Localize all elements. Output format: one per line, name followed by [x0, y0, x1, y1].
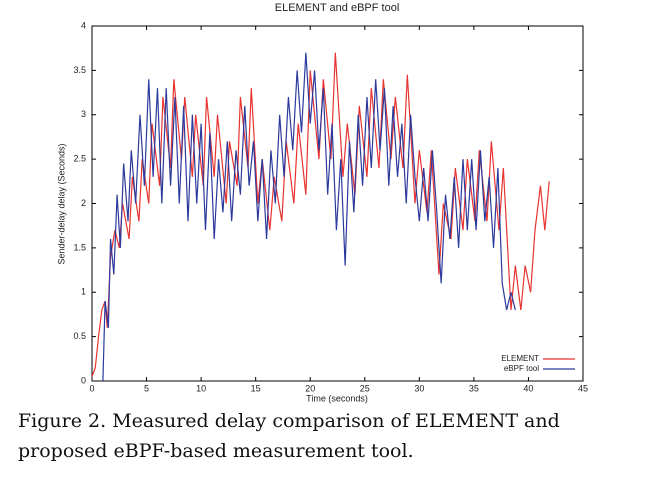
caption-line: proposed eBPF-based measurement tool.	[18, 440, 414, 462]
y-tick-label: 0.5	[73, 331, 86, 341]
y-tick-label: 0	[81, 375, 86, 385]
x-tick-label: 40	[523, 383, 533, 393]
x-tick-label: 5	[144, 383, 149, 393]
y-tick-label: 2.5	[73, 154, 86, 164]
legend-label: ELEMENT	[501, 354, 539, 363]
x-tick-label: 30	[414, 383, 424, 393]
y-tick-label: 3.5	[73, 65, 86, 75]
legend-label: eBPF tool	[504, 364, 539, 373]
y-axis-label: Sender-delay delay (Seconds)	[56, 143, 66, 264]
y-tick-label: 2	[81, 198, 86, 208]
x-tick-label: 10	[196, 383, 206, 393]
x-tick-label: 25	[360, 383, 370, 393]
chart-title: ELEMENT and eBPF tool	[275, 2, 400, 14]
y-tick-label: 4	[81, 20, 86, 30]
data-line	[102, 52, 516, 382]
y-tick-label: 3	[81, 109, 86, 119]
data-line	[91, 52, 550, 377]
x-tick-label: 20	[305, 383, 315, 393]
y-tick-label: 1.5	[73, 242, 86, 252]
x-tick-label: 35	[469, 383, 479, 393]
y-tick-label: 1	[81, 287, 86, 297]
x-axis-label: Time (seconds)	[306, 393, 368, 403]
caption-line: Figure 2. Measured delay comparison of E…	[18, 410, 560, 432]
chart: ELEMENT and eBPF tool Time (seconds) Sen…	[56, 2, 588, 403]
x-tick-label: 0	[89, 383, 94, 393]
x-tick-label: 45	[578, 383, 588, 393]
x-tick-label: 15	[251, 383, 261, 393]
